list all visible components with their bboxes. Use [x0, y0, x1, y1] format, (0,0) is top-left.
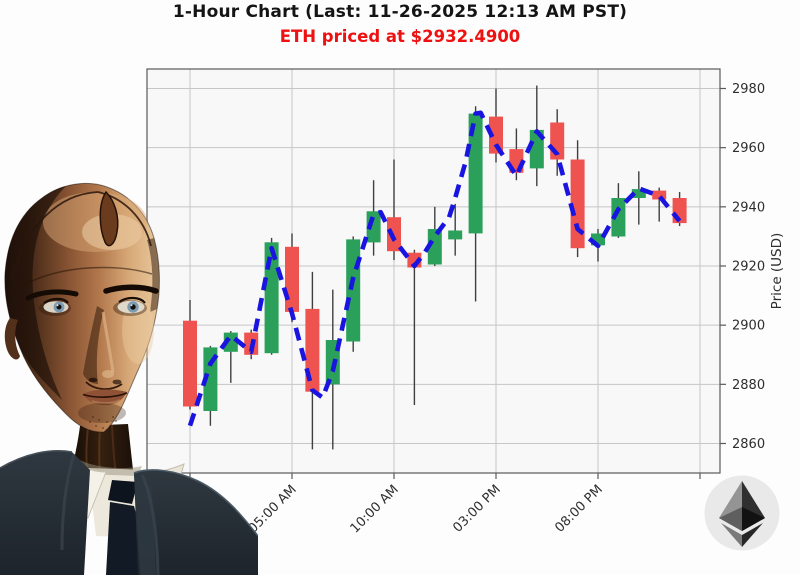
candle-body: [448, 230, 463, 240]
robot-avatar-image: [0, 182, 258, 575]
robot-ear: [4, 318, 21, 360]
chin-stubble: [89, 416, 117, 429]
candle-body: [529, 129, 544, 169]
y-tick-label: 2940: [732, 200, 765, 215]
eyebrow: [25, 289, 79, 301]
y-tick-label: 2980: [732, 82, 765, 97]
nose-base: [85, 381, 123, 390]
lapel-right-edge: [140, 474, 160, 575]
shoulder-seam: [133, 469, 258, 537]
eth-diamond-icon: [719, 481, 765, 547]
chart-title: 1-Hour Chart (Last: 11-26-2025 12:13 AM …: [172, 2, 628, 22]
jacket-right: [134, 469, 258, 575]
lower-lip-sheen: [91, 399, 121, 405]
eyebrow: [103, 284, 159, 294]
jaw-shadow: [78, 403, 126, 423]
nose-bridge-highlight: [101, 311, 115, 373]
forehead-panel: [99, 190, 119, 247]
candle-body: [591, 233, 605, 246]
eyelid-line: [118, 296, 146, 304]
jacket-left: [0, 450, 90, 575]
y-tick-label: 2860: [732, 437, 765, 452]
candle-body: [652, 190, 667, 200]
candle-body: [346, 239, 361, 342]
y-tick-label: 2880: [732, 378, 765, 393]
shoulder-seam: [0, 449, 73, 469]
scalp-seam: [11, 191, 99, 279]
y-tick-label: 2900: [732, 319, 765, 334]
candle-body: [203, 347, 218, 411]
ethereum-logo: [704, 475, 780, 551]
robot-figure: [0, 182, 258, 575]
candle-body: [264, 242, 279, 354]
eyelid-line: [43, 297, 69, 304]
nose-shadow: [83, 306, 104, 384]
chart-header: 1-Hour Chart (Last: 11-26-2025 12:13 AM …: [0, 2, 800, 46]
x-tick-label: 10:00 AM: [348, 482, 402, 536]
eye-glint: [56, 304, 59, 307]
eye-glint: [130, 304, 133, 307]
y-axis-title: Price (USD): [769, 233, 785, 310]
brow-seam: [15, 266, 153, 291]
nostril: [88, 377, 98, 383]
plot-area: [147, 69, 720, 473]
ma-dashed-line: [187, 110, 682, 427]
candle-body: [631, 189, 646, 198]
candle-body: [183, 320, 197, 407]
candle-body: [570, 159, 585, 249]
face-shadow-left: [4, 186, 66, 400]
mouth-line: [82, 392, 128, 398]
x-tick-label: 08:00 PM: [552, 482, 605, 535]
candle-body: [427, 229, 442, 265]
y-tick-label: 2960: [732, 141, 765, 156]
y-tick-label: 2920: [732, 259, 765, 274]
candle-body: [611, 198, 626, 237]
eth-price-subtitle: ETH priced at $2932.4900: [279, 27, 521, 46]
x-tick-label: 03:00 PM: [450, 482, 503, 535]
nostril: [112, 379, 122, 385]
nose-tip: [102, 370, 114, 378]
tie-knot: [108, 480, 138, 504]
lapel-left: [60, 453, 76, 551]
candle-body: [285, 246, 299, 312]
candle-body: [468, 113, 483, 234]
candle-body: [489, 116, 503, 154]
